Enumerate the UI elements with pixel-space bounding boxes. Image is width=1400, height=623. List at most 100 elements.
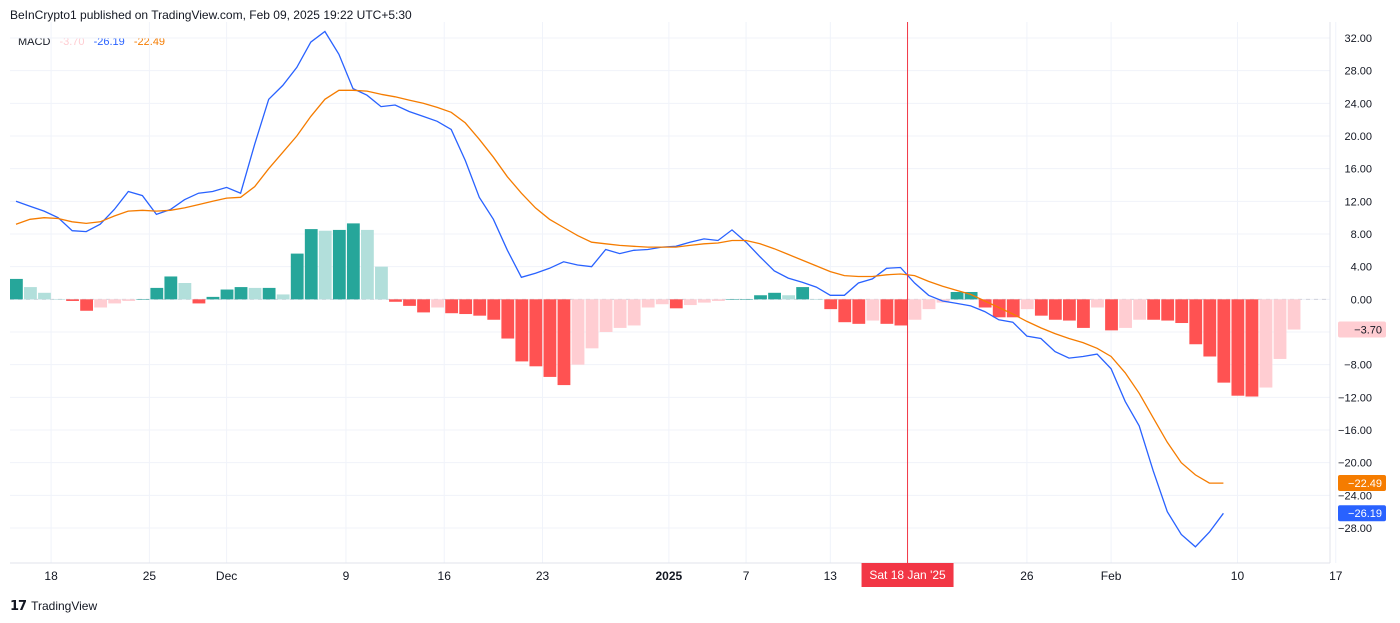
x-tick-label: 26 <box>1020 569 1034 583</box>
histogram-value-badge <box>1338 321 1386 338</box>
histogram-bar <box>501 299 515 339</box>
x-tick-label: Feb <box>1101 569 1122 583</box>
histogram-bar <box>1231 299 1245 396</box>
histogram-bar <box>192 299 206 304</box>
histogram-bar <box>487 299 501 320</box>
histogram-bar <box>304 229 318 300</box>
histogram-bar <box>80 299 93 311</box>
tradingview-footer: 𝟭𝟳 TradingView <box>10 598 97 614</box>
macd-value-badge <box>1338 505 1386 522</box>
histogram-bar <box>796 287 810 300</box>
histogram-bar <box>234 287 248 300</box>
histogram-bar <box>1091 299 1104 308</box>
histogram-bar <box>585 299 599 349</box>
histogram-bar <box>515 299 529 362</box>
crosshair-date-label: Sat 18 Jan '25 <box>869 568 946 582</box>
histogram-bar <box>599 299 613 332</box>
histogram-bar <box>290 253 304 300</box>
histogram-bar <box>276 294 290 300</box>
histogram-bar <box>1020 299 1034 310</box>
histogram-bar <box>150 287 164 300</box>
histogram-bar <box>557 299 571 386</box>
signal-line <box>15 89 1224 484</box>
histogram-bar <box>38 292 51 300</box>
histogram-bar <box>824 299 838 310</box>
y-tick-label: −20.00 <box>1338 458 1372 470</box>
x-tick-label: 17 <box>1329 569 1343 583</box>
crosshair-label-bg <box>861 563 954 587</box>
macd-line <box>15 30 1224 548</box>
y-tick-label: 24.00 <box>1344 98 1372 110</box>
histogram-bar <box>740 299 753 300</box>
histogram-bar <box>768 292 781 300</box>
y-tick-label: −24.00 <box>1338 490 1372 502</box>
y-tick-label: 28.00 <box>1344 66 1372 78</box>
histogram-bar <box>136 299 150 300</box>
tradingview-logo-icon: 𝟭𝟳 <box>10 598 27 613</box>
histogram-bar <box>978 299 992 308</box>
histogram-bar <box>964 291 978 300</box>
histogram-bar <box>1133 299 1146 320</box>
legend-macd-value: -26.19 <box>93 36 125 48</box>
histogram-bar <box>613 299 627 328</box>
histogram-bar <box>1245 299 1259 397</box>
y-tick-label: −16.00 <box>1338 425 1372 437</box>
histogram-bar <box>1273 299 1287 359</box>
histogram-bar <box>655 299 669 305</box>
histogram-bar <box>417 299 430 313</box>
histogram-bar <box>473 299 487 316</box>
histogram-bar <box>318 230 332 300</box>
x-tick-label: 13 <box>824 569 838 583</box>
legend-histogram-value: -3.70 <box>59 36 85 48</box>
y-tick-label: 0.00 <box>1351 294 1372 306</box>
histogram-bar <box>346 223 360 300</box>
histogram-bar <box>220 289 234 300</box>
y-tick-label: −28.00 <box>1338 523 1372 535</box>
legend-indicator-name: MACD <box>18 36 51 48</box>
histogram-bar <box>838 299 852 323</box>
histogram-bar <box>262 287 276 300</box>
histogram-bar <box>950 291 964 300</box>
x-tick-label: 9 <box>343 569 350 583</box>
x-tick-label: 10 <box>1231 569 1245 583</box>
x-tick-label: 7 <box>743 569 750 583</box>
histogram-bar <box>1217 299 1231 383</box>
histogram-bar <box>122 299 136 301</box>
histogram-bar <box>571 299 585 365</box>
histogram-bar <box>880 299 894 324</box>
x-tick-label: 2025 <box>656 569 683 583</box>
y-tick-label: 4.00 <box>1351 262 1372 274</box>
indicator-legend: MACD -3.70 -26.19 -22.49 <box>18 36 171 48</box>
signal-value-badge <box>1338 475 1386 492</box>
histogram-bar <box>529 299 543 367</box>
histogram-bar <box>810 299 824 300</box>
histogram-bar <box>782 295 795 300</box>
y-tick-label: 32.00 <box>1344 33 1372 45</box>
histogram-bar <box>24 287 37 300</box>
histogram-bar <box>543 299 557 377</box>
histogram-bar <box>894 299 908 326</box>
y-tick-label: 16.00 <box>1344 164 1372 176</box>
histogram-bar <box>1105 299 1118 331</box>
histogram-bar <box>641 299 655 308</box>
histogram-bar <box>712 299 725 301</box>
histogram-bar <box>403 299 416 306</box>
histogram-bar <box>1161 299 1175 321</box>
signal-value-label: −22.49 <box>1348 478 1382 490</box>
histogram-bar <box>178 283 192 300</box>
histogram-bar <box>445 299 459 314</box>
histogram-bar <box>66 299 79 301</box>
histogram-bar <box>10 278 23 300</box>
histogram-bar <box>1077 299 1090 328</box>
histogram-bar <box>206 296 220 300</box>
macd-value-label: −26.19 <box>1348 508 1382 520</box>
histogram-bar <box>108 299 122 304</box>
histogram-bar <box>1287 299 1301 330</box>
y-tick-label: −8.00 <box>1344 360 1372 372</box>
histogram-bar <box>361 229 374 300</box>
histogram-bar <box>52 299 65 300</box>
histogram-bar <box>726 299 739 300</box>
publisher-header: BeInCrypto1 published on TradingView.com… <box>10 8 412 22</box>
histogram-bar <box>1048 299 1062 320</box>
